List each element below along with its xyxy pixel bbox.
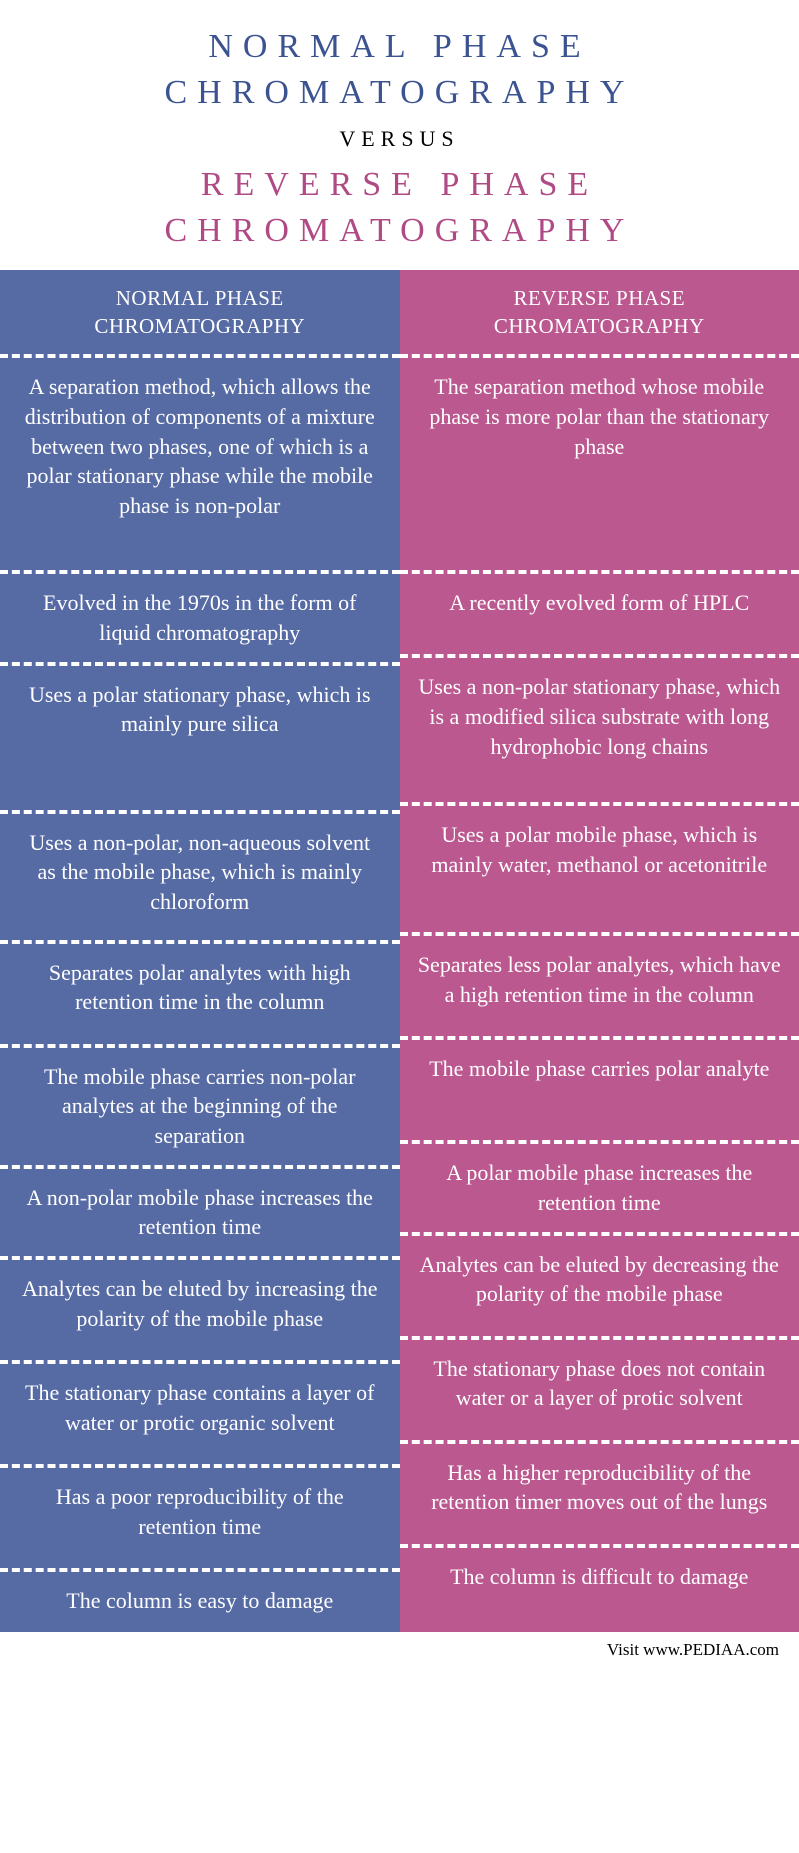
table-cell: A separation method, which allows the di… [0,354,400,570]
table-cell: A recently evolved form of HPLC [400,570,799,654]
table-cell: Uses a polar mobile phase, which is main… [400,802,799,932]
column-header-left: NORMAL PHASE CHROMATOGRAPHY [0,270,400,355]
versus-label: VERSUS [20,126,779,152]
table-cell: Evolved in the 1970s in the form of liqu… [0,570,400,661]
table-cell: The stationary phase does not contain wa… [400,1336,799,1440]
table-cell: Uses a non-polar stationary phase, which… [400,654,799,802]
table-cell: Has a poor reproducibility of the retent… [0,1464,400,1568]
table-cell: The column is easy to damage [0,1568,400,1632]
table-cell: Uses a non-polar, non-aqueous solvent as… [0,810,400,940]
table-cell: A polar mobile phase increases the reten… [400,1140,799,1231]
table-cell: Analytes can be eluted by increasing the… [0,1256,400,1360]
title-reverse-line2: CHROMATOGRAPHY [20,208,779,254]
table-cell: A non-polar mobile phase increases the r… [0,1165,400,1256]
comparison-table: NORMAL PHASE CHROMATOGRAPHY A separation… [0,270,799,1633]
table-cell: The mobile phase carries non-polar analy… [0,1044,400,1165]
column-normal-phase: NORMAL PHASE CHROMATOGRAPHY A separation… [0,270,400,1633]
title-normal-line2: CHROMATOGRAPHY [20,70,779,116]
table-cell: Separates polar analytes with high reten… [0,940,400,1044]
table-cell: Uses a polar stationary phase, which is … [0,662,400,810]
column-header-right: REVERSE PHASE CHROMATOGRAPHY [400,270,799,355]
title-reverse-line1: REVERSE PHASE [20,162,779,208]
table-cell: Analytes can be eluted by decreasing the… [400,1232,799,1336]
table-cell: Separates less polar analytes, which hav… [400,932,799,1036]
table-cell: The mobile phase carries polar analyte [400,1036,799,1140]
title-normal-line1: NORMAL PHASE [20,24,779,70]
column-reverse-phase: REVERSE PHASE CHROMATOGRAPHY The separat… [400,270,799,1633]
footer-credit: Visit www.PEDIAA.com [0,1632,799,1668]
table-cell: Has a higher reproducibility of the rete… [400,1440,799,1544]
comparison-header: NORMAL PHASE CHROMATOGRAPHY VERSUS REVER… [0,0,799,270]
table-cell: The separation method whose mobile phase… [400,354,799,570]
table-cell: The stationary phase contains a layer of… [0,1360,400,1464]
table-cell: The column is difficult to damage [400,1544,799,1608]
